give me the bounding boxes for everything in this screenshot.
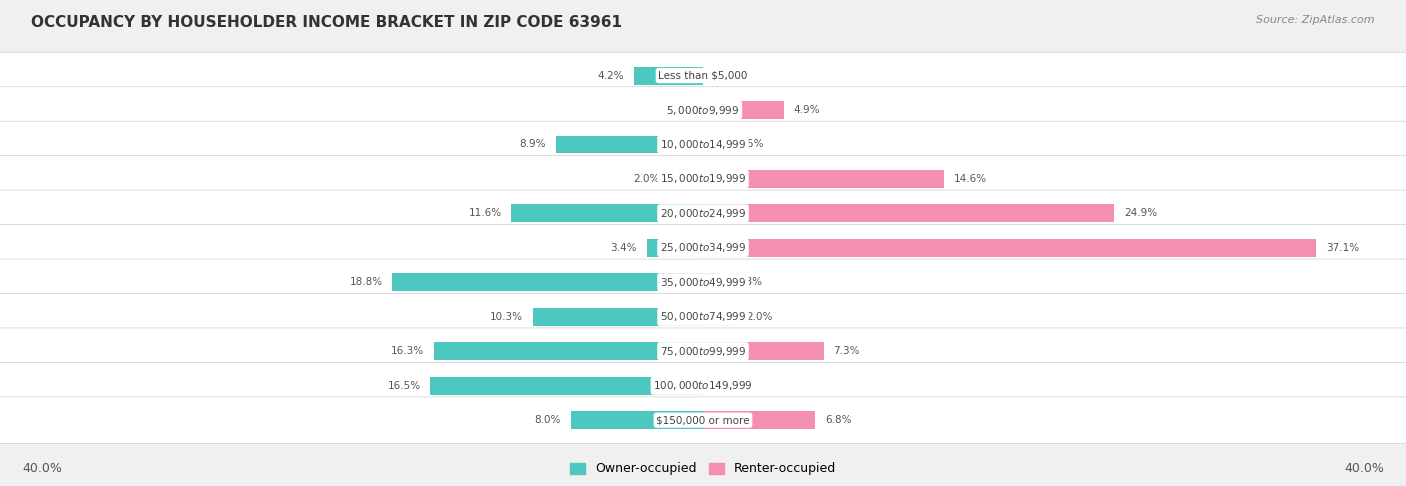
Text: 2.0%: 2.0% <box>634 174 659 184</box>
FancyBboxPatch shape <box>0 52 1406 99</box>
Text: Source: ZipAtlas.com: Source: ZipAtlas.com <box>1257 15 1375 25</box>
Text: 37.1%: 37.1% <box>1326 243 1360 253</box>
Bar <box>512 205 703 223</box>
FancyBboxPatch shape <box>0 190 1406 237</box>
Bar <box>647 239 703 257</box>
Bar <box>703 308 737 326</box>
Text: 6.8%: 6.8% <box>825 415 852 425</box>
Bar <box>555 136 703 154</box>
Text: OCCUPANCY BY HOUSEHOLDER INCOME BRACKET IN ZIP CODE 63961: OCCUPANCY BY HOUSEHOLDER INCOME BRACKET … <box>31 15 621 30</box>
Text: 16.5%: 16.5% <box>388 381 420 391</box>
Text: $50,000 to $74,999: $50,000 to $74,999 <box>659 310 747 323</box>
Bar <box>703 136 728 154</box>
Text: $10,000 to $14,999: $10,000 to $14,999 <box>659 138 747 151</box>
Bar <box>703 101 785 119</box>
Text: 4.9%: 4.9% <box>794 105 820 115</box>
Bar <box>669 170 703 188</box>
Bar <box>703 170 945 188</box>
FancyBboxPatch shape <box>0 328 1406 375</box>
Text: $100,000 to $149,999: $100,000 to $149,999 <box>654 379 752 392</box>
Bar <box>571 411 703 429</box>
Text: 40.0%: 40.0% <box>22 462 62 475</box>
Text: $25,000 to $34,999: $25,000 to $34,999 <box>659 242 747 254</box>
Text: 24.9%: 24.9% <box>1125 208 1157 218</box>
Bar <box>703 239 1316 257</box>
Text: 0.0%: 0.0% <box>666 105 693 115</box>
Bar <box>703 411 815 429</box>
Bar <box>433 342 703 360</box>
Text: 16.3%: 16.3% <box>391 346 423 356</box>
Bar <box>703 342 824 360</box>
Text: 8.0%: 8.0% <box>534 415 561 425</box>
Bar <box>392 273 703 291</box>
Text: $15,000 to $19,999: $15,000 to $19,999 <box>659 173 747 186</box>
Text: 18.8%: 18.8% <box>349 278 382 287</box>
Legend: Owner-occupied, Renter-occupied: Owner-occupied, Renter-occupied <box>565 457 841 481</box>
Text: 0.0%: 0.0% <box>713 381 740 391</box>
FancyBboxPatch shape <box>0 121 1406 168</box>
FancyBboxPatch shape <box>0 156 1406 202</box>
Text: 7.3%: 7.3% <box>834 346 860 356</box>
Bar <box>703 205 1115 223</box>
Bar <box>430 377 703 395</box>
FancyBboxPatch shape <box>0 397 1406 443</box>
FancyBboxPatch shape <box>0 294 1406 340</box>
FancyBboxPatch shape <box>0 225 1406 271</box>
Text: $150,000 or more: $150,000 or more <box>657 415 749 425</box>
Text: 14.6%: 14.6% <box>955 174 987 184</box>
FancyBboxPatch shape <box>0 259 1406 306</box>
Text: $20,000 to $24,999: $20,000 to $24,999 <box>659 207 747 220</box>
Text: 1.5%: 1.5% <box>738 139 765 150</box>
Text: 10.3%: 10.3% <box>489 312 523 322</box>
Text: 0.98%: 0.98% <box>730 278 762 287</box>
Bar <box>533 308 703 326</box>
Bar <box>634 67 703 85</box>
Text: 0.0%: 0.0% <box>713 70 740 81</box>
Text: 3.4%: 3.4% <box>610 243 637 253</box>
Bar <box>703 273 720 291</box>
Text: $35,000 to $49,999: $35,000 to $49,999 <box>659 276 747 289</box>
FancyBboxPatch shape <box>0 87 1406 133</box>
Text: Less than $5,000: Less than $5,000 <box>658 70 748 81</box>
Text: 4.2%: 4.2% <box>598 70 624 81</box>
Text: $5,000 to $9,999: $5,000 to $9,999 <box>666 104 740 117</box>
Text: 11.6%: 11.6% <box>468 208 502 218</box>
Text: $75,000 to $99,999: $75,000 to $99,999 <box>659 345 747 358</box>
Text: 8.9%: 8.9% <box>520 139 546 150</box>
FancyBboxPatch shape <box>0 363 1406 409</box>
Text: 2.0%: 2.0% <box>747 312 772 322</box>
Text: 40.0%: 40.0% <box>1344 462 1384 475</box>
